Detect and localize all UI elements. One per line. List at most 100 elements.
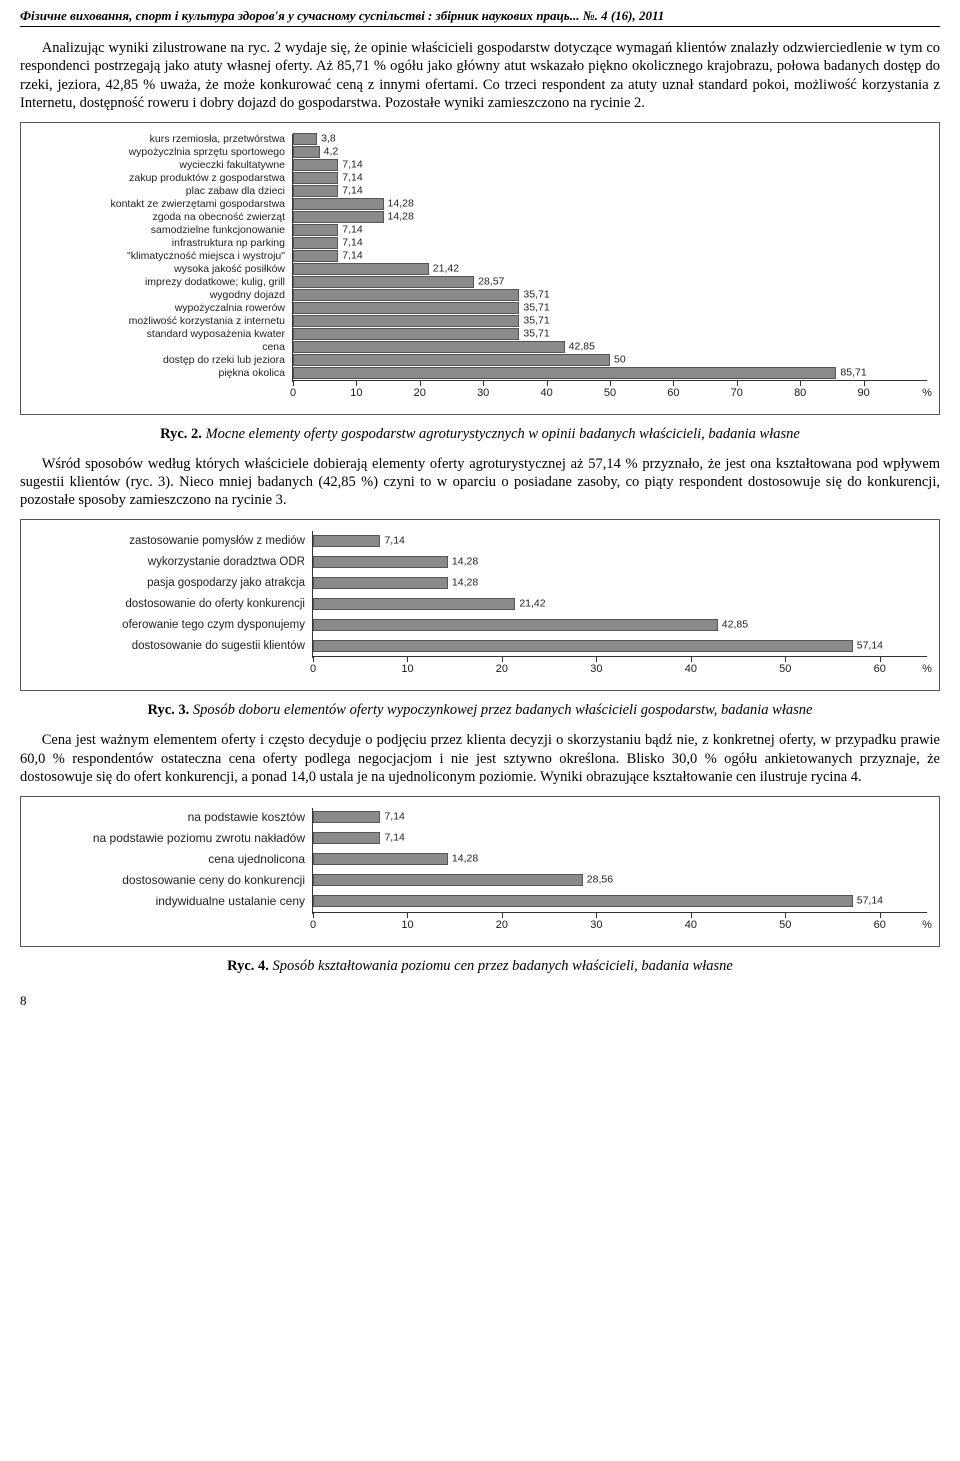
chart-3: zastosowanie pomysłów z mediów7,14wykorz… [33, 530, 927, 684]
chart-category-label: wypożyczalnia rowerów [33, 302, 293, 315]
chart-bar-value: 57,14 [857, 639, 883, 652]
chart-row: samodzielne funkcjonowanie 7,14 [33, 224, 927, 237]
axis-tick [356, 381, 357, 386]
paragraph-2: Wśród sposobów według których właściciel… [20, 455, 940, 509]
chart-bar-cell: 14,28 [313, 576, 927, 590]
axis-tick-label: 10 [350, 387, 362, 401]
chart-bar-cell: 7,14 [313, 534, 927, 548]
chart-bar [313, 811, 380, 823]
axis-tick [737, 381, 738, 386]
chart-bar-cell: 14,28 [313, 555, 927, 569]
chart-bar-value: 4,2 [324, 146, 339, 159]
chart-bar-cell: 7,14 [293, 172, 927, 184]
chart-bar-value: 14,28 [452, 853, 478, 866]
chart-category-label: wypożyczlnia sprzętu sportowego [33, 146, 293, 159]
caption-4-ryc: Ryc. 4. [227, 958, 269, 974]
chart-category-label: dostosowanie do oferty konkurencji [33, 597, 313, 611]
chart-bar-cell: 35,71 [293, 289, 927, 301]
chart-bar [293, 211, 384, 223]
chart-bar-value: 14,28 [452, 576, 478, 589]
chart-2-box: kurs rzemiosła, przetwórstwa3,8wypożyczl… [20, 122, 940, 415]
chart-bar-value: 42,85 [722, 618, 748, 631]
axis-tick [547, 381, 548, 386]
chart-bar-value: 57,14 [857, 895, 883, 908]
chart-category-label: dostęp do rzeki lub jeziora [33, 354, 293, 367]
chart-category-label: imprezy dodatkowe; kulig, grill [33, 276, 293, 289]
chart-row: zgoda na obecność zwierząt14,28 [33, 211, 927, 224]
page-header: Фізичне виховання, спорт і культура здор… [20, 8, 940, 27]
chart-bar [293, 315, 519, 327]
axis-tick-label: 0 [290, 387, 296, 401]
chart-bar [293, 224, 338, 236]
chart-bar-value: 28,56 [587, 874, 613, 887]
chart-bar-cell: 35,71 [293, 328, 927, 340]
axis-tick [313, 913, 314, 918]
axis-tick [880, 913, 881, 918]
axis-tick-label: 60 [667, 387, 679, 401]
chart-bar-value: 7,14 [342, 224, 362, 237]
chart-category-label: samodzielne funkcjonowanie [33, 224, 293, 237]
axis-tick [785, 657, 786, 662]
chart-bar-cell: 7,14 [293, 237, 927, 249]
chart-bar-value: 85,71 [840, 367, 866, 380]
axis-tick-label: 40 [685, 919, 697, 933]
axis-tick-label: 20 [496, 663, 508, 677]
chart-bar-value: 7,14 [342, 172, 362, 185]
chart-bar [293, 302, 519, 314]
chart-row: dostosowanie do oferty konkurencji 21,42 [33, 593, 927, 614]
chart-row: dostosowanie do sugestii klientów 57,14 [33, 635, 927, 656]
chart-bar [313, 556, 448, 568]
axis-tick [483, 381, 484, 386]
chart-row: kurs rzemiosła, przetwórstwa3,8 [33, 133, 927, 146]
chart-4-box: na podstawie kosztów7,14 na podstawie poz… [20, 796, 940, 947]
chart-bar [293, 133, 317, 145]
axis-tick-label: 0 [310, 919, 316, 933]
axis-tick-label: 50 [779, 919, 791, 933]
axis-tick [407, 913, 408, 918]
chart-bar [293, 367, 836, 379]
chart-bar-cell: 14,28 [293, 198, 927, 210]
chart-bar [293, 198, 384, 210]
caption-3-text: Sposób doboru elementów oferty wypoczynk… [189, 702, 812, 718]
caption-4: Ryc. 4. Sposób kształtowania poziomu cen… [20, 957, 940, 975]
axis-tick [691, 657, 692, 662]
journal-title: Фізичне виховання, спорт і культура здор… [20, 8, 664, 24]
chart-bar-cell: 57,14 [313, 894, 927, 908]
chart-category-label: infrastruktura np parking [33, 237, 293, 250]
chart-bar-cell: 7,14 [313, 831, 927, 845]
axis-tick [800, 381, 801, 386]
chart-bar [313, 619, 718, 631]
axis-tick-label: 30 [590, 919, 602, 933]
chart-category-label: cena ujednolicona [33, 852, 313, 867]
page-number: 8 [20, 993, 940, 1009]
chart-row: pasja gospodarzy jako atrakcja14,28 [33, 572, 927, 593]
axis-tick-label: 10 [401, 663, 413, 677]
axis-tick [596, 657, 597, 662]
chart-category-label: dostosowanie do sugestii klientów [33, 639, 313, 653]
caption-2: Ryc. 2. Mocne elementy oferty gospodarst… [20, 425, 940, 443]
chart-bar-value: 35,71 [523, 289, 549, 302]
chart-bar-cell: 35,71 [293, 315, 927, 327]
chart-bar [293, 185, 338, 197]
chart-row: na podstawie kosztów7,14 [33, 807, 927, 828]
chart-bar-value: 21,42 [519, 597, 545, 610]
chart-bar-value: 14,28 [388, 198, 414, 211]
chart-3-box: zastosowanie pomysłów z mediów7,14wykorz… [20, 519, 940, 691]
axis-tick-label: 30 [590, 663, 602, 677]
chart-bar [293, 276, 474, 288]
chart-category-label: zgoda na obecność zwierząt [33, 211, 293, 224]
axis-unit-label: % [922, 919, 932, 933]
chart-bar-cell: 42,85 [293, 341, 927, 353]
chart-bar-value: 3,8 [321, 133, 336, 146]
chart-category-label: cena [33, 341, 293, 354]
chart-bar-cell: 7,14 [293, 224, 927, 236]
chart-row: standard wyposażenia kwater35,71 [33, 328, 927, 341]
chart-bar-value: 7,14 [342, 185, 362, 198]
axis-tick [502, 657, 503, 662]
chart-category-label: piękna okolica [33, 367, 293, 380]
chart-bar-value: 28,57 [478, 276, 504, 289]
axis-tick [407, 657, 408, 662]
chart-category-label: dostosowanie ceny do konkurencji [33, 873, 313, 888]
chart-category-label: na podstawie poziomu zwrotu nakładów [33, 831, 313, 846]
chart-bar-value: 7,14 [342, 250, 362, 263]
